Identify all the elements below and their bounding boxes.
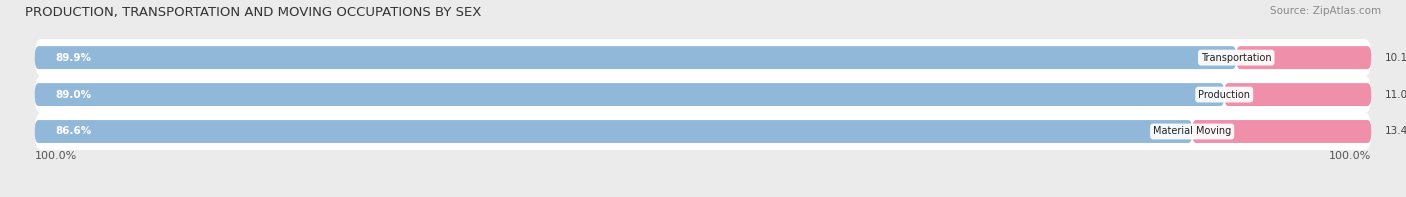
Text: PRODUCTION, TRANSPORTATION AND MOVING OCCUPATIONS BY SEX: PRODUCTION, TRANSPORTATION AND MOVING OC… — [25, 6, 482, 19]
Text: 10.1%: 10.1% — [1385, 53, 1406, 63]
Text: 100.0%: 100.0% — [35, 151, 77, 161]
Text: 89.0%: 89.0% — [55, 90, 91, 99]
Text: Production: Production — [1198, 90, 1250, 99]
Text: 86.6%: 86.6% — [55, 126, 91, 137]
Text: 13.4%: 13.4% — [1385, 126, 1406, 137]
Text: Material Moving: Material Moving — [1153, 126, 1232, 137]
Text: 100.0%: 100.0% — [1329, 151, 1371, 161]
FancyBboxPatch shape — [35, 113, 1371, 150]
Text: Source: ZipAtlas.com: Source: ZipAtlas.com — [1270, 6, 1381, 16]
FancyBboxPatch shape — [35, 39, 1371, 76]
FancyBboxPatch shape — [1192, 120, 1371, 143]
FancyBboxPatch shape — [35, 46, 1236, 69]
Text: 89.9%: 89.9% — [55, 53, 91, 63]
FancyBboxPatch shape — [35, 83, 1225, 106]
FancyBboxPatch shape — [1225, 83, 1371, 106]
FancyBboxPatch shape — [35, 120, 1192, 143]
FancyBboxPatch shape — [35, 76, 1371, 113]
Text: 11.0%: 11.0% — [1385, 90, 1406, 99]
FancyBboxPatch shape — [1236, 46, 1371, 69]
Text: Transportation: Transportation — [1201, 53, 1271, 63]
